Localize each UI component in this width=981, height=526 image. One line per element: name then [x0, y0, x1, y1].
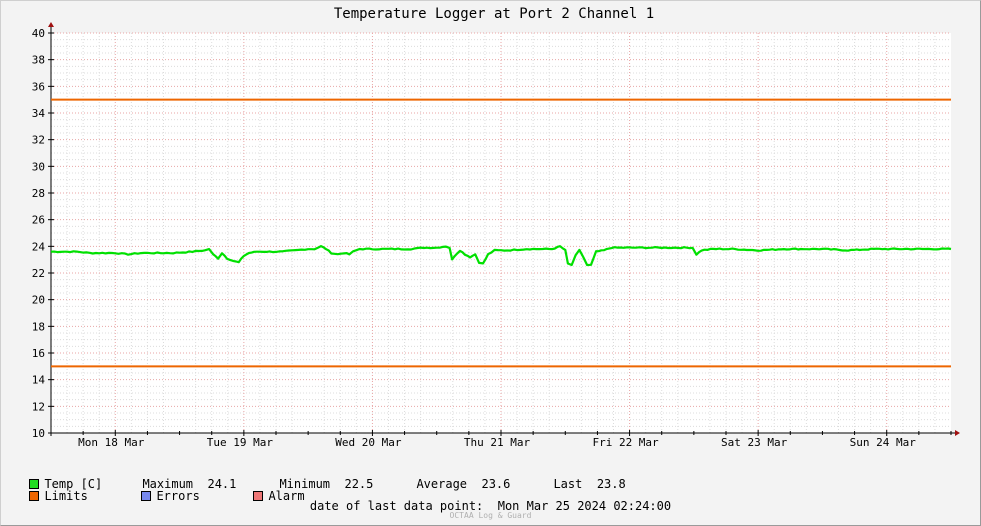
legend-row-keys: Limits Errors Alarm: [15, 475, 305, 503]
legend-alarm-label: Alarm: [268, 489, 305, 503]
y-tick-label: 30: [32, 160, 45, 173]
limits-swatch: [29, 491, 40, 501]
x-tick-label: Wed 20 Mar: [335, 436, 402, 449]
average-label: Average: [416, 477, 468, 491]
grid: [51, 32, 951, 434]
axes: [48, 22, 960, 436]
temp-swatch: [29, 479, 40, 489]
x-tick-label: Sat 23 Mar: [721, 436, 788, 449]
limits-lines: [51, 98, 951, 368]
y-tick-label: 16: [32, 347, 45, 360]
y-tick-label: 12: [32, 400, 45, 413]
legend-last: Last 23.8: [553, 477, 625, 491]
legend-maximum: Maximum 24.1: [142, 477, 279, 491]
y-tick-label: 20: [32, 294, 45, 307]
y-tick-label: 26: [32, 214, 45, 227]
x-tick-label: Mon 18 Mar: [78, 436, 145, 449]
minimum-value: 22.5: [344, 477, 374, 491]
last-data-point: date of last data point: Mon Mar 25 2024…: [0, 499, 981, 513]
maximum-label: Maximum: [142, 477, 194, 491]
y-tick-label: 18: [32, 320, 45, 333]
last-value: 23.8: [596, 477, 626, 491]
y-tick-label: 40: [32, 27, 45, 40]
y-tick-label: 10: [32, 427, 45, 440]
legend-errors-label: Errors: [156, 489, 200, 503]
last-data-value: Mon Mar 25 2024 02:24:00: [497, 499, 672, 513]
legend-temp-label: Temp [C]: [44, 477, 103, 491]
temperature-series: [50, 245, 952, 267]
legend-average: Average 23.6: [416, 477, 553, 491]
last-label: Last: [553, 477, 583, 491]
credit-watermark: OCTAA Log & Guard: [449, 511, 532, 520]
y-tick-label: 32: [32, 134, 45, 147]
y-tick-label: 36: [32, 80, 45, 93]
y-tick-label: 28: [32, 187, 45, 200]
x-tick-label: Tue 19 Mar: [207, 436, 274, 449]
legend-errors: Errors: [141, 489, 253, 503]
last-data-label: date of last data point:: [309, 499, 484, 513]
chart-plot: 10 12 14 16 18 20 22 24 26 28 30 32 34 36 38 40 Mon 18 M…: [32, 6, 960, 449]
y-tick-label: 24: [32, 240, 46, 253]
temp-line: [50, 245, 952, 267]
chart-title: Temperature Logger at Port 2 Channel 1: [334, 6, 654, 22]
x-tick-label: Fri 22 Mar: [592, 436, 659, 449]
errors-swatch: [141, 491, 152, 501]
maximum-value: 24.1: [207, 477, 237, 491]
y-tick-label: 38: [32, 54, 45, 67]
y-tick-label: 22: [32, 267, 45, 280]
legend-minimum: Minimum 22.5: [279, 477, 416, 491]
legend-limits-label: Limits: [44, 489, 88, 503]
x-tick-label: Sun 24 Mar: [850, 436, 917, 449]
y-tick-label: 14: [32, 374, 46, 387]
tick-labels: 10 12 14 16 18 20 22 24 26 28 30 32 34 36 38 40 Mon 18 M…: [32, 27, 916, 449]
alarm-swatch: [253, 491, 264, 501]
legend-temp: Temp [C]: [29, 477, 142, 491]
x-axis-arrow: [955, 430, 960, 436]
average-value: 23.6: [481, 477, 511, 491]
y-tick-label: 34: [32, 107, 46, 120]
y-axis-arrow: [48, 22, 54, 27]
legend-alarm: Alarm: [253, 489, 305, 503]
legend-row-stats: Temp [C] Maximum 24.1 Minimum 22.5 Average …: [15, 463, 626, 491]
x-tick-label: Thu 21 Mar: [464, 436, 531, 449]
minimum-label: Minimum: [279, 477, 331, 491]
legend-limits: Limits: [29, 489, 141, 503]
